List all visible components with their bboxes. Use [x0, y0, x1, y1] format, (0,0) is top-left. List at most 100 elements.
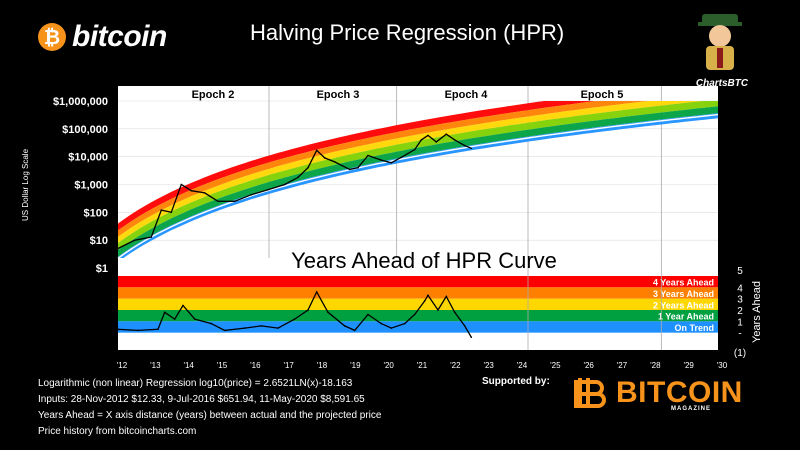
epoch-label-5: Epoch 5	[581, 89, 624, 101]
bitcoin-magazine-subtitle: MAGAZINE	[671, 406, 711, 412]
price-point	[307, 166, 309, 169]
x-tick-label: '13	[150, 361, 161, 370]
years-ahead-point	[453, 311, 456, 314]
x-tick-label: '24	[517, 361, 528, 370]
right-tick-label: 2	[737, 306, 743, 317]
supported-by-label: Supported by:	[482, 376, 550, 387]
bitcoin-magazine-logo: BITCOIN MAGAZINE	[572, 376, 743, 412]
years-band-label: 4 Years Ahead	[653, 278, 714, 288]
price-point	[250, 193, 253, 196]
right-tick-label: 3	[737, 295, 743, 306]
x-tick-label: '18	[317, 361, 328, 370]
years-ahead-point	[470, 336, 473, 339]
price-point	[380, 159, 383, 161]
price-point	[233, 200, 236, 203]
years-band-label: 1 Year Ahead	[658, 312, 714, 322]
price-point	[117, 247, 119, 250]
price-point	[348, 168, 351, 171]
x-tick-label: '14	[183, 361, 194, 370]
x-tick-label: '17	[283, 361, 294, 370]
years-ahead-point	[367, 313, 369, 316]
price-point	[333, 161, 336, 163]
years-ahead-axis-title: Years Ahead	[751, 281, 763, 343]
x-tick-label: '27	[617, 361, 628, 370]
x-tick-label: '26	[583, 361, 594, 370]
chartsbtc-mascot-icon	[690, 8, 750, 78]
years-ahead-point	[343, 325, 346, 327]
hpr-regression-line	[117, 113, 719, 259]
price-point	[203, 192, 206, 194]
years-band-2	[118, 298, 718, 310]
years-ahead-point	[315, 291, 318, 293]
bitcoin-coin-icon: ₿	[38, 23, 66, 51]
years-ahead-point	[193, 318, 196, 320]
price-point	[160, 209, 163, 211]
price-point	[190, 189, 193, 192]
years-ahead-point	[403, 322, 406, 325]
x-tick-label: '23	[483, 361, 494, 370]
price-series-line	[117, 133, 472, 250]
years-ahead-point	[157, 328, 159, 331]
price-point	[400, 156, 403, 159]
y-axis-title: US Dollar Log Scale	[21, 148, 30, 221]
years-ahead-point	[445, 295, 448, 298]
right-tick-label: 5	[737, 266, 743, 277]
price-point	[367, 154, 369, 157]
epoch-label-4: Epoch 4	[445, 89, 489, 101]
price-point	[283, 183, 286, 186]
price-point	[315, 149, 318, 152]
years-band-label: 3 Years Ahead	[653, 289, 714, 299]
y-tick-label: $100	[84, 207, 108, 219]
years-band-label: 2 Years Ahead	[653, 300, 714, 310]
x-tick-label: '22	[450, 361, 461, 370]
epoch-label-2: Epoch 2	[192, 89, 235, 101]
footer-line-source: Price history from bitcoincharts.com	[38, 426, 197, 437]
years-ahead-point	[210, 322, 213, 325]
bitcoin-logo-text: bitcoin	[72, 20, 167, 53]
hpr-band-1	[118, 101, 718, 237]
years-ahead-series-line	[117, 290, 472, 338]
years-ahead-point	[307, 309, 309, 311]
bitcoin-magazine-b-icon	[572, 376, 610, 410]
price-point	[323, 157, 326, 159]
price-point	[217, 200, 219, 203]
x-tick-label: '15	[217, 361, 228, 370]
price-point	[427, 134, 429, 137]
y-tick-label: $1	[96, 263, 108, 275]
years-ahead-point	[137, 329, 139, 332]
years-ahead-point	[182, 304, 184, 307]
epoch-label-3: Epoch 3	[317, 89, 360, 101]
years-band-1	[118, 287, 718, 299]
x-tick-label: '16	[250, 361, 261, 370]
price-point	[435, 141, 438, 143]
x-tick-label: '29	[683, 361, 694, 370]
years-ahead-point	[427, 294, 429, 297]
years-ahead-point	[173, 318, 176, 320]
years-ahead-point	[243, 327, 246, 329]
footer-notes: Logarithmic (non linear) Regression log1…	[38, 376, 381, 440]
years-band-0	[118, 276, 718, 288]
right-tick-label: (1)	[734, 348, 746, 359]
years-ahead-point	[413, 313, 416, 316]
right-tick-label: -	[738, 329, 741, 340]
right-tick-label: 4	[737, 283, 743, 294]
years-ahead-point	[117, 328, 119, 331]
price-point	[463, 144, 466, 147]
years-ahead-point	[223, 329, 226, 332]
bottom-panel-title: Years Ahead of HPR Curve	[291, 248, 557, 273]
price-point	[170, 211, 173, 214]
x-tick-label: '20	[383, 361, 394, 370]
x-tick-label: '19	[350, 361, 361, 370]
years-ahead-point	[260, 325, 263, 327]
price-point	[453, 139, 456, 141]
years-ahead-point	[293, 318, 296, 320]
years-band-4	[118, 321, 718, 333]
footer-line-inputs: Inputs: 28-Nov-2012 $12.33, 9-Jul-2016 $…	[38, 394, 365, 405]
price-point	[390, 162, 393, 164]
years-ahead-point	[390, 327, 393, 329]
years-ahead-point	[423, 300, 426, 302]
x-tick-label: '30	[717, 361, 728, 370]
x-tick-label: '28	[650, 361, 661, 370]
price-point	[413, 148, 416, 151]
y-tick-label: $1,000,000	[53, 96, 108, 108]
